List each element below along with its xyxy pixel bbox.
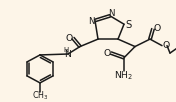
Text: CH$_3$: CH$_3$ — [32, 90, 48, 102]
Text: N: N — [108, 9, 114, 18]
Text: O: O — [65, 34, 73, 43]
Text: O: O — [153, 24, 161, 33]
Text: N: N — [65, 49, 71, 59]
Text: H: H — [63, 47, 69, 53]
Text: O: O — [103, 49, 111, 58]
Text: NH$_2$: NH$_2$ — [114, 69, 134, 82]
Text: N: N — [88, 17, 94, 26]
Text: O: O — [162, 41, 170, 50]
Text: S: S — [126, 20, 132, 30]
